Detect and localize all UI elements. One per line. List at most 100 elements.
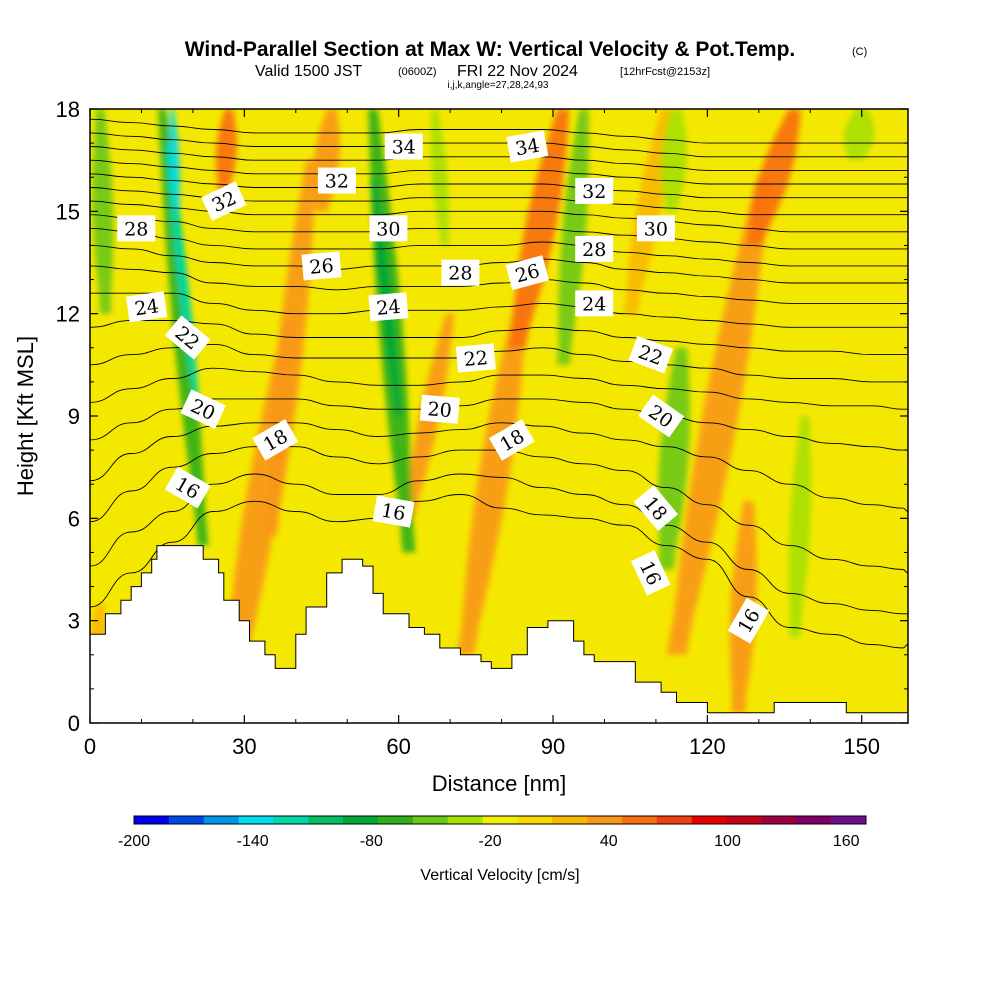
isentrope-17 <box>90 473 908 615</box>
colorbar-tick-label: -200 <box>118 833 150 850</box>
contour-label: 28 <box>117 215 156 242</box>
isentrope-23 <box>90 320 908 356</box>
contour-label: 28 <box>441 259 480 286</box>
contour-label-box <box>455 343 496 373</box>
contour-label: 24 <box>125 291 168 323</box>
contour-label: 22 <box>164 315 211 360</box>
contour-label-box <box>488 419 535 461</box>
contour-label: 32 <box>575 177 614 204</box>
downdraft-band <box>843 109 875 161</box>
y-axis-label: Height [Kft MSL] <box>13 336 38 496</box>
contour-label-text: 24 <box>133 295 160 320</box>
contour-label-box <box>372 495 415 528</box>
contour-label-text: 28 <box>448 263 472 285</box>
colorbar-swatch <box>761 816 797 824</box>
isentrope-32 <box>90 159 908 185</box>
isentrope-29 <box>90 200 908 233</box>
contour-label-box <box>727 597 770 644</box>
contour-label-box <box>369 215 408 242</box>
colorbar-swatch <box>482 816 518 824</box>
isentrope-28 <box>90 214 908 250</box>
colorbar-swatch <box>273 816 309 824</box>
colorbar-swatch <box>587 816 623 824</box>
contour-label-box <box>638 394 685 438</box>
contour-label-box <box>636 215 675 242</box>
contour-label-box <box>117 215 156 242</box>
colorbar-swatch <box>831 816 867 824</box>
x-tick-label: 90 <box>541 734 565 759</box>
contour-label-text: 28 <box>582 239 606 261</box>
downdraft-band <box>556 109 589 365</box>
colorbar-swatch <box>552 816 588 824</box>
y-tick-label: 15 <box>56 199 80 224</box>
contour-label: 24 <box>368 292 409 322</box>
subtitle-utc: (0600Z) <box>398 66 437 78</box>
contour-label-box <box>201 181 247 221</box>
updraft-band <box>215 109 237 195</box>
contour-label-text: 20 <box>427 398 453 422</box>
contour-label-box <box>180 389 226 430</box>
colorbar-label: Vertical Velocity [cm/s] <box>420 867 579 884</box>
title-mark: (C) <box>852 46 867 58</box>
colorbar-swatch <box>656 816 693 824</box>
updraft-band <box>457 296 529 655</box>
downdraft-band <box>660 109 687 212</box>
colorbar-swatch <box>412 816 449 824</box>
contour-label-box <box>575 290 614 317</box>
contour-label: 20 <box>419 394 460 424</box>
contour-label: 20 <box>180 389 226 430</box>
isentrope-24 <box>90 292 908 328</box>
contour-label: 22 <box>628 335 674 374</box>
colorbar-swatch <box>203 816 240 824</box>
colorbar-swatch <box>134 816 170 824</box>
y-tick-label: 6 <box>68 506 80 531</box>
contour-label-text: 32 <box>582 181 606 203</box>
colorbar-tick-label: 40 <box>600 833 618 850</box>
downdraft-band <box>169 109 180 212</box>
contour-label-text: 26 <box>309 255 335 279</box>
contour-label: 16 <box>164 466 211 509</box>
colorbar-swatch <box>691 816 728 824</box>
colorbar-frame <box>133 815 867 825</box>
isentrope-21 <box>90 367 908 410</box>
contour-label: 34 <box>506 130 549 163</box>
contour-label-text: 28 <box>124 218 148 240</box>
contour-label-box <box>505 255 550 291</box>
contour-label: 30 <box>369 215 408 242</box>
contour-label: 32 <box>201 181 247 221</box>
subtitle-valid: Valid 1500 JST <box>255 63 363 80</box>
title-block: Wind-Parallel Section at Max W: Vertical… <box>185 38 868 91</box>
plot-area: 2824322220161826322430341620282218263424… <box>56 97 909 759</box>
contour-label: 26 <box>505 255 550 291</box>
colorbar-tick-label: 160 <box>833 833 860 850</box>
grid-info: i,j,k,angle=27,28,24,93 <box>448 80 549 91</box>
updraft-band <box>666 177 772 655</box>
updraft-band <box>623 109 672 314</box>
colorbar-swatch <box>343 816 379 824</box>
contour-label: 22 <box>455 343 496 373</box>
contour-label-box <box>368 292 409 322</box>
x-tick-label: 120 <box>689 734 726 759</box>
contour-label-box <box>317 167 356 194</box>
x-tick-label: 30 <box>232 734 256 759</box>
terrain <box>90 545 908 723</box>
contour-label: 32 <box>317 167 356 194</box>
subtitle-forecast: [12hrFcst@2153z] <box>620 66 710 78</box>
y-tick-label: 0 <box>68 711 80 736</box>
contour-label-text: 22 <box>463 347 489 371</box>
contour-label-box <box>575 235 614 262</box>
colorbar-swatch <box>168 816 205 824</box>
contour-label: 30 <box>636 215 675 242</box>
contour-label-text: 30 <box>376 218 400 240</box>
contour-label-text: 34 <box>392 137 416 159</box>
contour-label-box <box>164 466 211 509</box>
colorbar-tick-label: -140 <box>237 833 269 850</box>
y-tick-label: 9 <box>68 404 80 429</box>
contour-label: 28 <box>575 235 614 262</box>
isentrope-16 <box>90 494 908 649</box>
colorbar-swatch <box>796 816 832 824</box>
colorbar-swatch <box>447 816 484 824</box>
contour-label: 34 <box>384 133 423 160</box>
downdraft-band <box>788 416 812 638</box>
